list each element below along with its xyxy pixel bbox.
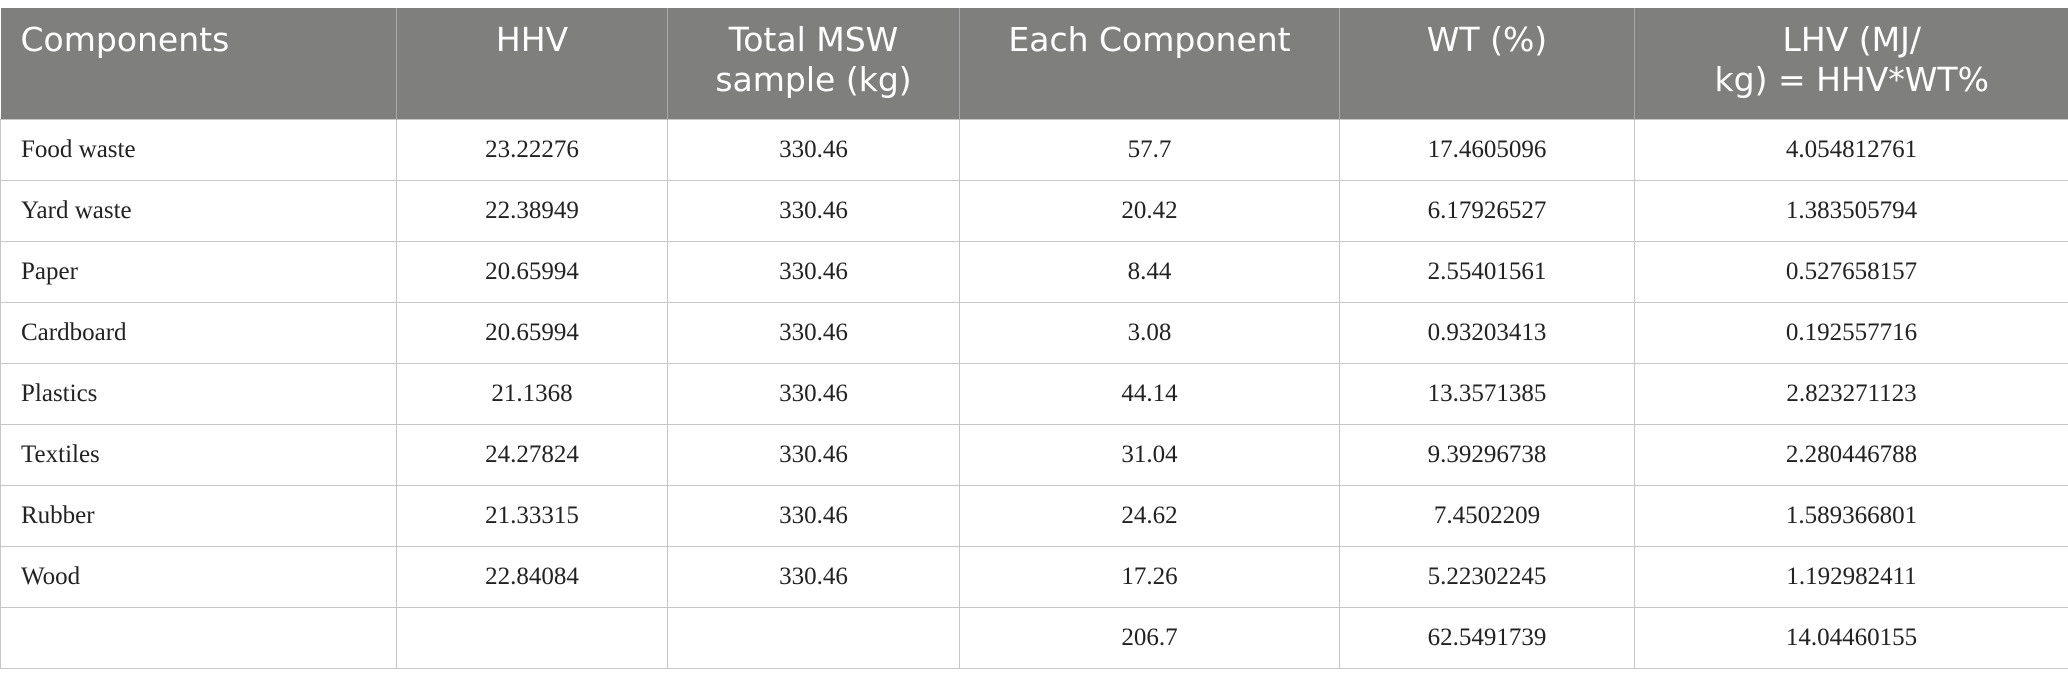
table-cell: 20.65994: [396, 301, 668, 364]
table-cell: Rubber: [0, 484, 397, 547]
table-row: 206.7 62.5491739 14.04460155: [0, 606, 2068, 669]
table-cell: 6.17926527: [1339, 179, 1635, 242]
table-cell: Yard waste: [0, 179, 397, 242]
table-cell: Paper: [0, 240, 397, 303]
table-cell: [396, 606, 668, 669]
table-cell: 22.38949: [396, 179, 668, 242]
table-row: Wood 22.84084 330.46 17.26 5.22302245 1.19298…: [0, 545, 2068, 608]
table-wrap: Components HHV Total MSW sample (kg) Each C…: [0, 8, 2068, 669]
table-cell: Cardboard: [0, 301, 397, 364]
table-row: Rubber 21.33315 330.46 24.62 7.4502209 1.5893…: [0, 484, 2068, 547]
table-cell: 44.14: [959, 362, 1340, 425]
table-cell: [0, 606, 397, 669]
table-cell: 1.589366801: [1634, 484, 2068, 547]
table-cell: 9.39296738: [1339, 423, 1635, 486]
table-cell: 3.08: [959, 301, 1340, 364]
table-cell: 21.1368: [396, 362, 668, 425]
table-cell: 2.280446788: [1634, 423, 2068, 486]
table-cell: 1.383505794: [1634, 179, 2068, 242]
table-cell: 2.55401561: [1339, 240, 1635, 303]
table-cell: 31.04: [959, 423, 1340, 486]
table-cell: 17.26: [959, 545, 1340, 608]
table-cell: Textiles: [0, 423, 397, 486]
table-cell: 24.27824: [396, 423, 668, 486]
table-cell: 206.7: [959, 606, 1340, 669]
table-cell: 0.192557716: [1634, 301, 2068, 364]
table-cell: 330.46: [667, 545, 960, 608]
table-cell: 21.33315: [396, 484, 668, 547]
table-cell: 23.22276: [396, 118, 668, 181]
table-cell: 20.42: [959, 179, 1340, 242]
table-cell: 330.46: [667, 301, 960, 364]
table-cell: 57.7: [959, 118, 1340, 181]
table-row: Cardboard 20.65994 330.46 3.08 0.93203413 0.1…: [0, 301, 2068, 364]
table-cell: 330.46: [667, 240, 960, 303]
header-cell: Each Component: [959, 8, 1340, 119]
table-cell: 330.46: [667, 362, 960, 425]
table-row: Paper 20.65994 330.46 8.44 2.55401561 0.52765…: [0, 240, 2068, 303]
header-cell: WT (%): [1339, 8, 1635, 119]
header-cell: HHV: [396, 8, 668, 119]
table-cell: 330.46: [667, 423, 960, 486]
table-cell: 5.22302245: [1339, 545, 1635, 608]
header-row: Components HHV Total MSW sample (kg) Each C…: [0, 8, 2068, 119]
table-cell: 0.93203413: [1339, 301, 1635, 364]
table-cell: 330.46: [667, 484, 960, 547]
table-cell: 4.054812761: [1634, 118, 2068, 181]
table-cell: 24.62: [959, 484, 1340, 547]
data-table: Components HHV Total MSW sample (kg) Each C…: [0, 8, 2068, 669]
table-cell: 20.65994: [396, 240, 668, 303]
header-cell: Total MSW sample (kg): [667, 8, 960, 119]
table-cell: 1.192982411: [1634, 545, 2068, 608]
table-cell: 0.527658157: [1634, 240, 2068, 303]
table-cell: 8.44: [959, 240, 1340, 303]
table-cell: 13.3571385: [1339, 362, 1635, 425]
table-cell: 62.5491739: [1339, 606, 1635, 669]
table-row: Plastics 21.1368 330.46 44.14 13.3571385 2.82…: [0, 362, 2068, 425]
header-cell: Components: [0, 8, 397, 119]
table-row: Food waste 23.22276 330.46 57.7 17.4605096 4.…: [0, 118, 2068, 181]
table-cell: Wood: [0, 545, 397, 608]
table-row: Textiles 24.27824 330.46 31.04 9.39296738 2.2…: [0, 423, 2068, 486]
table-cell: 14.04460155: [1634, 606, 2068, 669]
table-cell: Food waste: [0, 118, 397, 181]
table-cell: 2.823271123: [1634, 362, 2068, 425]
table-cell: 7.4502209: [1339, 484, 1635, 547]
table-cell: 330.46: [667, 179, 960, 242]
table-cell: 330.46: [667, 118, 960, 181]
table-cell: Plastics: [0, 362, 397, 425]
table-row: Yard waste 22.38949 330.46 20.42 6.17926527 1…: [0, 179, 2068, 242]
table-cell: [667, 606, 960, 669]
header-cell: LHV (MJ/ kg) = HHV*WT%: [1634, 8, 2068, 119]
table-cell: 17.4605096: [1339, 118, 1635, 181]
table-cell: 22.84084: [396, 545, 668, 608]
table-body: Food waste 23.22276 330.46 57.7 17.4605096 4.…: [0, 118, 2068, 669]
